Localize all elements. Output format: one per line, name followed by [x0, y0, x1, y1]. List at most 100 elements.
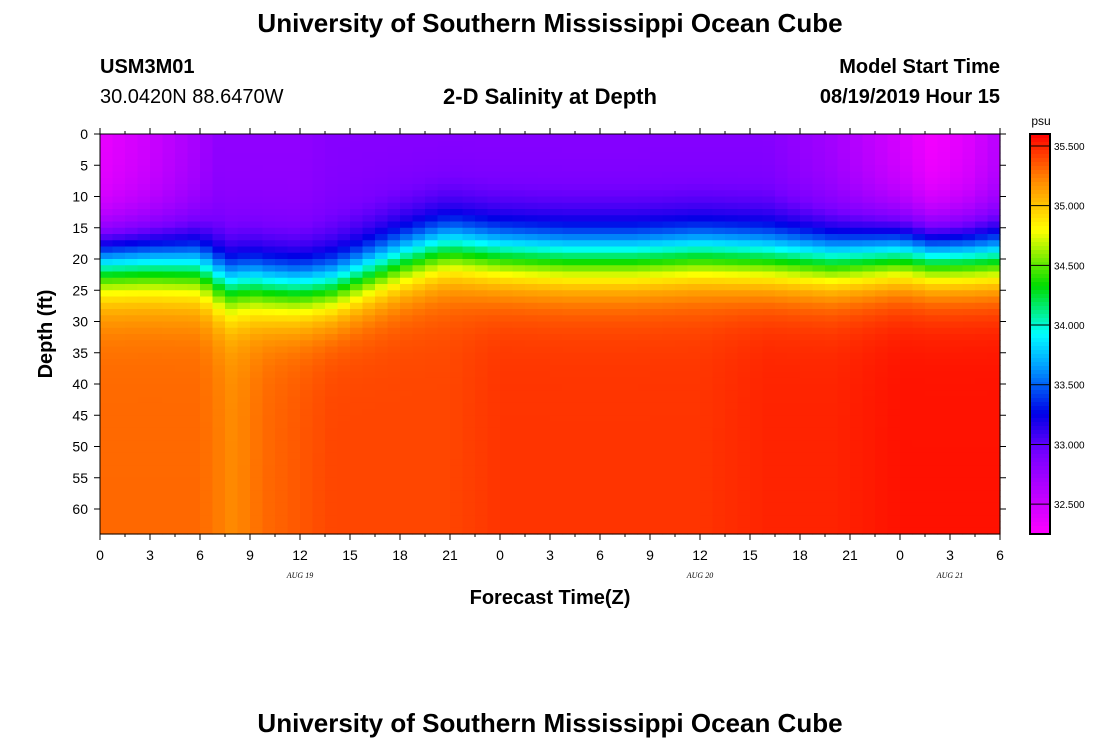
heatmap-cell: [587, 290, 601, 298]
heatmap-cell: [362, 227, 376, 235]
heatmap-cell: [475, 415, 489, 423]
heatmap-cell: [400, 434, 414, 441]
heatmap-cell: [225, 377, 239, 385]
heatmap-cell: [737, 421, 751, 429]
heatmap-cell: [250, 284, 264, 291]
heatmap-cell: [725, 446, 739, 454]
heatmap-cell: [425, 365, 439, 373]
heatmap-cell: [812, 302, 826, 310]
heatmap-cell: [337, 315, 351, 323]
heatmap-cell: [487, 171, 501, 179]
heatmap-cell: [487, 221, 501, 229]
heatmap-cell: [550, 190, 564, 198]
heatmap-cell: [837, 221, 851, 229]
colorbar-segment: [1030, 406, 1050, 411]
heatmap-cell: [175, 134, 189, 141]
heatmap-cell: [462, 377, 476, 385]
heatmap-cell: [837, 177, 851, 185]
heatmap-cell: [262, 227, 276, 235]
colorbar-segment: [1030, 518, 1050, 523]
heatmap-cell: [137, 202, 151, 210]
heatmap-cell: [337, 327, 351, 335]
heatmap-cell: [362, 321, 376, 329]
heatmap-cell: [350, 265, 364, 273]
heatmap-cell: [325, 359, 339, 366]
heatmap-cell: [662, 346, 676, 354]
heatmap-cell: [662, 446, 676, 454]
heatmap-cell: [150, 309, 164, 316]
heatmap-cell: [725, 321, 739, 329]
heatmap-cell: [925, 340, 939, 348]
heatmap-cell: [600, 515, 614, 523]
heatmap-cell: [362, 290, 376, 298]
heatmap-cell: [162, 309, 176, 316]
heatmap-cell: [725, 152, 739, 160]
heatmap-cell: [200, 277, 214, 285]
heatmap-cell: [687, 309, 701, 316]
heatmap-cell: [475, 215, 489, 223]
heatmap-cell: [450, 334, 464, 341]
heatmap-cell: [887, 340, 901, 348]
heatmap-cell: [637, 340, 651, 348]
heatmap-cell: [175, 352, 189, 360]
heatmap-cell: [937, 521, 951, 529]
heatmap-cell: [875, 221, 889, 229]
heatmap-cell: [675, 152, 689, 160]
heatmap-cell: [187, 346, 201, 354]
heatmap-cell: [887, 265, 901, 273]
heatmap-cell: [962, 321, 976, 329]
heatmap-cell: [750, 146, 764, 154]
heatmap-cell: [512, 309, 526, 316]
heatmap-cell: [150, 234, 164, 241]
heatmap-cell: [687, 234, 701, 241]
heatmap-cell: [987, 271, 1001, 279]
heatmap-cell: [337, 165, 351, 173]
heatmap-cell: [200, 427, 214, 435]
heatmap-cell: [387, 152, 401, 160]
heatmap-cell: [275, 515, 289, 523]
heatmap-cell: [375, 134, 389, 141]
heatmap-cell: [500, 234, 514, 241]
heatmap-cell: [437, 277, 451, 285]
heatmap-cell: [925, 290, 939, 298]
heatmap-cell: [800, 515, 814, 523]
x-tick-label: 12: [292, 547, 308, 563]
heatmap-cell: [125, 421, 139, 429]
heatmap-cell: [550, 221, 564, 229]
heatmap-cell: [925, 352, 939, 360]
heatmap-cell: [237, 527, 251, 535]
heatmap-cell: [162, 465, 176, 473]
heatmap-cell: [137, 471, 151, 479]
heatmap-cell: [737, 484, 751, 491]
heatmap-cell: [162, 446, 176, 454]
heatmap-cell: [600, 209, 614, 216]
heatmap-cell: [700, 202, 714, 210]
heatmap-cell: [475, 484, 489, 491]
heatmap-cell: [250, 321, 264, 329]
heatmap-cell: [962, 290, 976, 298]
heatmap-cell: [262, 309, 276, 316]
heatmap-cell: [237, 290, 251, 298]
heatmap-cell: [737, 277, 751, 285]
heatmap-cell: [550, 209, 564, 216]
heatmap-cell: [325, 152, 339, 160]
heatmap-cell: [650, 527, 664, 535]
heatmap-cell: [525, 377, 539, 385]
heatmap-cell: [937, 384, 951, 391]
heatmap-cell: [775, 271, 789, 279]
heatmap-cell: [500, 271, 514, 279]
heatmap-cell: [900, 515, 914, 523]
heatmap-cell: [212, 402, 226, 410]
heatmap-cell: [462, 190, 476, 198]
heatmap-cell: [887, 252, 901, 260]
heatmap-cell: [175, 359, 189, 366]
heatmap-cell: [850, 196, 864, 204]
heatmap-cell: [687, 171, 701, 179]
heatmap-cell: [750, 271, 764, 279]
heatmap-cell: [700, 415, 714, 423]
heatmap-cell: [787, 265, 801, 273]
heatmap-cell: [475, 327, 489, 335]
heatmap-cell: [937, 352, 951, 360]
heatmap-cell: [387, 259, 401, 266]
heatmap-cell: [637, 221, 651, 229]
